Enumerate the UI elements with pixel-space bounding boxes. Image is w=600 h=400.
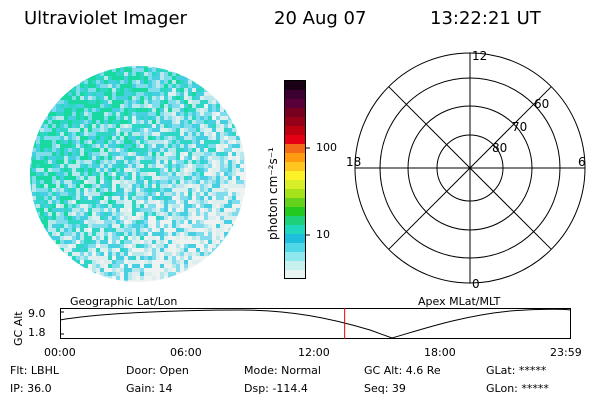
colorbar-segment	[285, 252, 306, 262]
altitude-curve	[59, 308, 572, 339]
mlt-label-0: 0	[472, 277, 480, 291]
mlat-mlt-polar-grid: 80 70 60 12 0 18 6	[346, 49, 586, 291]
info-glon: GLon: *****	[486, 382, 549, 395]
colorbar-segment	[285, 117, 306, 127]
info-gain: Gain: 14	[126, 382, 173, 395]
info-dsp: Dsp: -114.4	[244, 382, 308, 395]
ring-label-60: 60	[534, 97, 549, 111]
info-seq: Seq: 39	[364, 382, 406, 395]
colorbar-segment	[285, 261, 306, 271]
mlt-label-18: 18	[346, 155, 361, 169]
geographic-coord-label: Geographic Lat/Lon	[70, 295, 178, 308]
apex-coord-label: Apex MLat/MLT	[418, 295, 501, 308]
ring-label-80: 80	[492, 141, 507, 155]
colorbar-segment	[285, 90, 306, 100]
colorbar-segment	[285, 126, 306, 136]
info-gc-alt: GC Alt: 4.6 Re	[364, 364, 441, 377]
info-ip: IP: 36.0	[10, 382, 52, 395]
mlt-label-6: 6	[578, 155, 586, 169]
colorbar-segment	[285, 135, 306, 145]
timeline-x-tick-1200: 12:00	[298, 346, 330, 359]
colorbar-segment	[285, 207, 306, 217]
colorbar-segment	[285, 225, 306, 235]
timeline-y-tick-9: 9.0	[28, 307, 46, 320]
timeline-y-axis-label: GC Alt	[12, 311, 25, 346]
info-filter: Flt: LBHL	[10, 364, 59, 377]
colorbar-segment	[285, 153, 306, 163]
info-glat: GLat: *****	[486, 364, 547, 377]
colorbar-segment	[285, 234, 306, 244]
intensity-colorbar	[284, 80, 310, 280]
date-label: 20 Aug 07	[274, 8, 367, 29]
colorbar-segment	[285, 144, 306, 154]
app-title: Ultraviolet Imager	[24, 8, 187, 29]
info-door: Door: Open	[126, 364, 189, 377]
colorbar-segment	[285, 99, 306, 109]
colorbar-segment	[285, 162, 306, 172]
colorbar-segment	[285, 198, 306, 208]
colorbar-unit-label: photon cm⁻²s⁻¹	[266, 147, 280, 240]
timeline-x-tick-1800: 18:00	[424, 346, 456, 359]
colorbar-segment	[285, 243, 306, 253]
uv-image-disk	[30, 66, 246, 282]
timeline-y-tick-1.8: 1.8	[28, 326, 46, 339]
timeline-x-tick-0000: 00:00	[44, 346, 76, 359]
colorbar-segment	[285, 216, 306, 226]
timeline-x-tick-2359: 23:59	[550, 346, 582, 359]
timeline-x-tick-0600: 06:00	[170, 346, 202, 359]
orbit-altitude-timeline	[59, 308, 572, 339]
mlt-label-12: 12	[472, 49, 487, 63]
info-mode: Mode: Normal	[244, 364, 321, 377]
colorbar-segment	[285, 171, 306, 181]
colorbar-segment	[285, 180, 306, 190]
colorbar-segment	[285, 81, 306, 91]
colorbar-segment	[285, 108, 306, 118]
colorbar-segment	[285, 189, 306, 199]
ring-label-70: 70	[512, 120, 527, 134]
colorbar-segment	[285, 270, 306, 280]
colorbar-tick-100: 100	[316, 141, 337, 154]
colorbar-tick-10: 10	[316, 228, 330, 241]
time-label: 13:22:21 UT	[430, 8, 541, 29]
